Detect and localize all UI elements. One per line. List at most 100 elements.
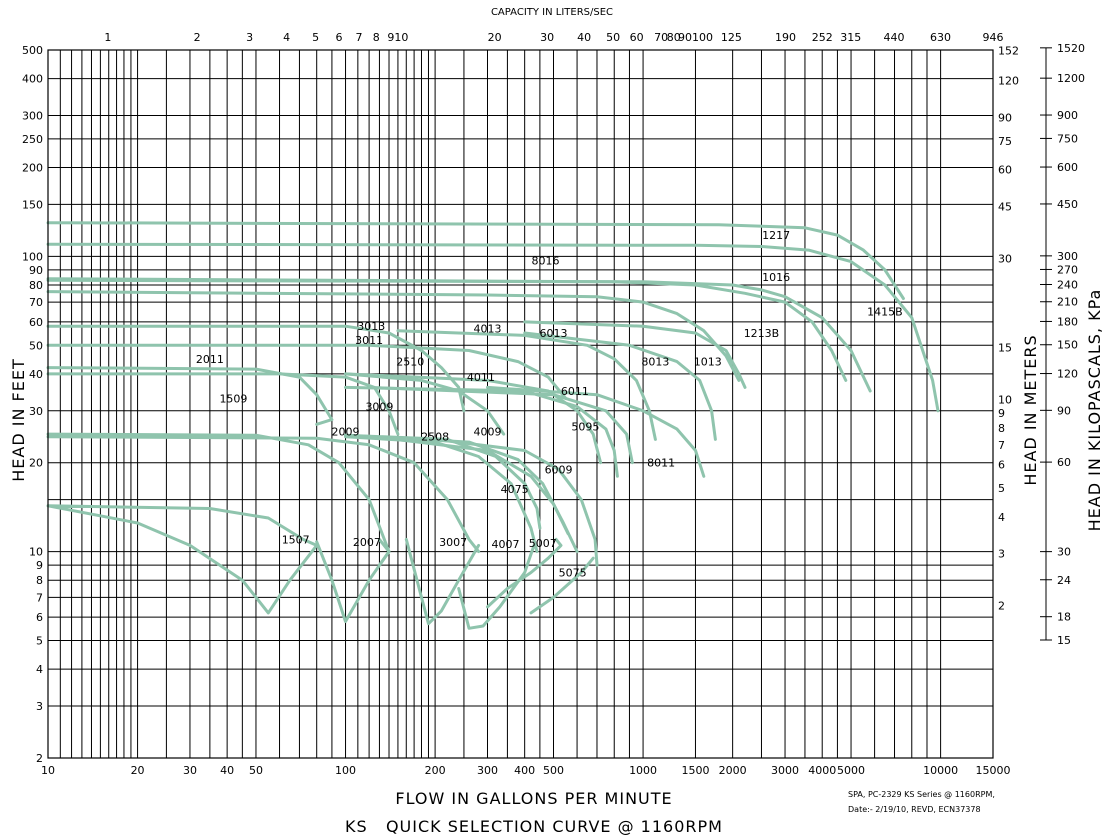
pump-curve-5007: [486, 537, 563, 609]
kpa-tick-label: 24: [1057, 574, 1071, 587]
meters-tick-label: 45: [998, 200, 1012, 213]
y-tick-label: 50: [29, 339, 43, 352]
curve-label: 1016: [762, 271, 790, 284]
meters-tick-label: 6: [998, 459, 1005, 472]
y-tick-label: 250: [22, 133, 43, 146]
pump-curve-5075: [529, 556, 595, 615]
pump-curve-8013: [523, 331, 717, 441]
kpa-tick-label: 1520: [1057, 42, 1085, 55]
pump-curve-6011: [367, 385, 634, 465]
curve-label: 2011: [196, 353, 224, 366]
pump-curve-2011: [46, 366, 334, 426]
x-tick-labels: 10 20 30 40 50 100 200 300 400 500 1000 1500 2000 300…: [41, 764, 1011, 777]
curve-label: 3009: [365, 401, 393, 414]
pump-curve-1415B: [46, 242, 940, 413]
top-tick-label: 1: [104, 31, 111, 44]
x-tick-label: 300: [477, 764, 498, 777]
y-tick-label: 9: [36, 559, 43, 572]
meters-axis-title: HEAD IN METERS: [1021, 334, 1040, 485]
curve-label: 3007: [439, 536, 467, 549]
top-tick-label: 8: [373, 31, 380, 44]
curve-label: 1507: [282, 533, 310, 546]
x-tick-label: 100: [335, 764, 356, 777]
curve-label: 5095: [571, 421, 599, 434]
y-tick-label: 30: [29, 405, 43, 418]
y-tick-label: 7: [36, 591, 43, 604]
meters-tick-label: 75: [998, 135, 1012, 148]
note-line-1: SPA, PC-2329 KS Series @ 1160RPM,: [848, 790, 995, 799]
pump-curve-1509: [46, 432, 391, 567]
y-tick-label: 60: [29, 316, 43, 329]
meters-tick-label: 90: [998, 112, 1012, 125]
kpa-tick-label: 240: [1057, 279, 1078, 292]
meters-tick-label: 30: [998, 252, 1012, 265]
curve-label: 2009: [332, 426, 360, 439]
pump-curve-8011: [486, 385, 706, 478]
pump-curve-4075: [367, 434, 570, 536]
curve-label: 8013: [641, 356, 669, 369]
top-tick-label: 630: [930, 31, 951, 44]
y-tick-label: 10: [29, 546, 43, 559]
x-tick-label: 10000: [923, 764, 958, 777]
top-tick-label: 315: [840, 31, 861, 44]
kpa-tick-label: 900: [1057, 109, 1078, 122]
kpa-tick-label: 90: [1057, 404, 1071, 417]
curve-label: 1013: [694, 356, 722, 369]
pump-curve-6013: [396, 329, 657, 441]
top-tick-label: 910: [387, 31, 408, 44]
kpa-axis-title: HEAD IN KILOPASCALS, KPa: [1085, 289, 1104, 532]
curve-label: 5075: [559, 566, 587, 579]
curve-label: 6013: [540, 327, 568, 340]
curve-label: 4013: [473, 322, 501, 335]
curve-label: 2510: [396, 356, 424, 369]
top-tick-label: 80: [667, 31, 681, 44]
top-tick-label: 50: [606, 31, 620, 44]
kpa-tick-label: 15: [1057, 634, 1071, 647]
grid: [47, 49, 994, 759]
y-tick-label: 100: [22, 250, 43, 263]
top-tick-label: 4: [283, 31, 290, 44]
plot-frame: [47, 49, 994, 759]
y-tick-label: 200: [22, 161, 43, 174]
y-tick-label: 6: [36, 611, 43, 624]
curve-label: 3011: [355, 334, 383, 347]
curve-label: 4011: [467, 371, 495, 384]
kpa-tick-label: 750: [1057, 132, 1078, 145]
curve-label: 4009: [473, 426, 501, 439]
top-tick-label: 60: [630, 31, 644, 44]
curve-label: 4007: [492, 538, 520, 551]
y-tick-label: 150: [22, 198, 43, 211]
curve-label: 5007: [529, 537, 557, 550]
meters-tick-label: 7: [998, 439, 1005, 452]
x-tick-label: 400: [514, 764, 535, 777]
curve-labels: 1507 2007 3007 4007 5007 5075 1509 2009 2508 3009…: [196, 229, 903, 579]
top-tick-label: 6: [336, 31, 343, 44]
y-axis-title: HEAD IN FEET: [9, 358, 28, 481]
meters-tick-label: 8: [998, 422, 1005, 435]
meters-tick-label: 15: [998, 341, 1012, 354]
meters-tick-label: 2: [998, 600, 1005, 613]
kpa-tick-label: 30: [1057, 546, 1071, 559]
pump-curve-2009: [46, 435, 481, 554]
x-tick-label: 1000: [629, 764, 657, 777]
meters-tick-label: 9: [998, 407, 1005, 420]
pump-curve-1507: [46, 504, 319, 615]
pump-curve-4007: [457, 543, 536, 630]
kpa-tick-label: 60: [1057, 456, 1071, 469]
pump-curve-4009: [344, 433, 579, 554]
x-tick-label: 500: [543, 764, 564, 777]
x-tick-label: 40: [220, 764, 234, 777]
x-tick-label: 5000: [837, 764, 865, 777]
x-tick-label: 15000: [976, 764, 1011, 777]
pump-curve-3013: [46, 324, 466, 413]
kpa-tick-label: 300: [1057, 250, 1078, 263]
kpa-tick-label: 18: [1057, 611, 1071, 624]
y-tick-label: 40: [29, 368, 43, 381]
top-tick-label: 30: [540, 31, 554, 44]
x-axis-title: FLOW IN GALLONS PER MINUTE: [395, 789, 672, 808]
y-tick-label: 300: [22, 110, 43, 123]
top-tick-label: 7: [356, 31, 363, 44]
top-tick-label: 946: [983, 31, 1004, 44]
